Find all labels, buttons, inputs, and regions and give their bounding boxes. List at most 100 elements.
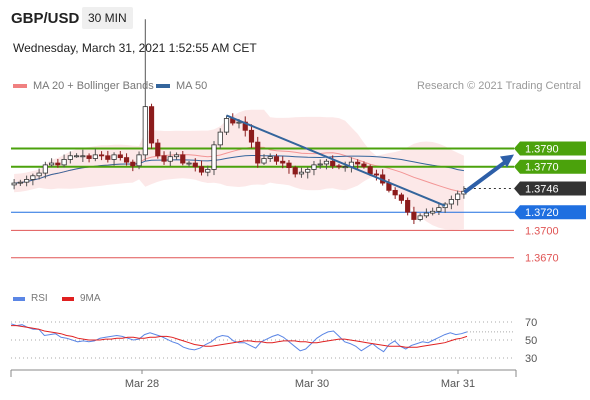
candle-body — [148, 106, 155, 144]
legend-9ma: 9MA — [62, 293, 101, 304]
candle-body — [423, 212, 429, 217]
candle-body — [61, 159, 67, 166]
symbol-title: GBP/USD — [11, 10, 80, 27]
candle-body — [111, 154, 117, 160]
candle-body — [417, 215, 423, 220]
candle-body — [242, 121, 248, 131]
candle-body — [67, 155, 73, 160]
candle-body — [261, 158, 267, 164]
ma50-swatch — [156, 84, 170, 88]
candle-body — [186, 162, 192, 165]
rsi-level-label-2: 30 — [525, 353, 537, 365]
candle-body — [455, 193, 461, 200]
candle-body — [317, 163, 323, 166]
interval-badge[interactable]: 30 MIN — [82, 7, 133, 29]
candle-body — [330, 160, 336, 167]
timestamp: Wednesday, March 31, 2021 1:52:55 AM CET — [13, 41, 257, 55]
candle-body — [280, 160, 286, 164]
candle-body — [342, 166, 348, 169]
bollinger-label: MA 20 + Bollinger Bands — [33, 80, 154, 92]
candle-body — [286, 162, 292, 169]
candle-body — [217, 131, 223, 146]
candle-body — [167, 156, 173, 162]
candle-body — [130, 161, 136, 167]
candle-body — [92, 154, 98, 159]
candle-body — [205, 169, 211, 173]
candle-body — [17, 181, 23, 184]
candle-body — [98, 154, 105, 157]
x-tick-label-0: Mar 28 — [125, 378, 159, 390]
price-tag-2 — [514, 181, 586, 196]
candle-body — [55, 162, 61, 166]
price-tag-label-0: 1.3790 — [525, 144, 559, 156]
candle-body — [392, 189, 398, 196]
candle-body — [30, 175, 36, 180]
legend-bollinger: MA 20 + Bollinger Bands — [13, 80, 154, 92]
candle-body — [398, 194, 404, 201]
bollinger-band-area — [14, 109, 464, 230]
forecast-arrow-shaft — [463, 159, 508, 194]
candle-body — [123, 157, 130, 163]
candle-body — [361, 163, 367, 168]
candle-body — [255, 141, 261, 164]
candle-body — [105, 155, 111, 160]
candle-body — [42, 164, 48, 174]
price-tag-3 — [514, 205, 586, 220]
candle-body — [155, 142, 161, 157]
candle-body — [305, 169, 311, 173]
candle-body — [86, 155, 92, 159]
candle-body — [248, 129, 255, 143]
candle-body — [405, 199, 411, 213]
price-tag-1 — [514, 159, 586, 174]
candle-body — [448, 199, 454, 205]
candle-body — [36, 172, 42, 177]
candle-body — [336, 165, 342, 168]
price-tag-label-3: 1.3720 — [525, 207, 559, 219]
candle-body — [80, 155, 86, 158]
candle-body — [436, 207, 442, 212]
rsi-level-label-0: 70 — [525, 317, 537, 329]
ma50-label: MA 50 — [176, 80, 208, 92]
bollinger-swatch — [13, 84, 27, 88]
price-label-5: 1.3670 — [525, 253, 559, 265]
rsi-ma-line — [11, 325, 468, 348]
x-tick-label-2: Mar 31 — [441, 378, 475, 390]
candle-body — [11, 182, 17, 186]
candle-body — [323, 160, 330, 165]
candle-body — [298, 171, 305, 175]
candle-body — [411, 211, 417, 220]
candle-body — [24, 179, 30, 183]
ma9-swatch — [62, 296, 74, 301]
rsi-label: RSI — [31, 293, 48, 304]
candle-body — [430, 210, 436, 214]
candle-body — [223, 118, 230, 133]
legend-ma50: MA 50 — [156, 80, 207, 92]
candle-body — [117, 154, 123, 158]
candle-body — [49, 162, 55, 166]
research-credit: Research © 2021 Trading Central — [416, 80, 581, 92]
price-tag-label-2: 1.3746 — [525, 184, 559, 196]
candle-body — [355, 161, 361, 165]
rsi-swatch — [13, 296, 25, 301]
candle-body — [292, 167, 298, 175]
forecast-arrow-head — [500, 154, 514, 168]
candle-body — [367, 166, 373, 175]
legend-rsi: RSI — [13, 293, 48, 304]
rsi-line — [10, 323, 468, 353]
rsi-level-label-1: 50 — [525, 335, 537, 347]
ma9-label: 9MA — [80, 293, 101, 304]
price-tag-label-1: 1.3770 — [525, 162, 559, 174]
candle-body — [180, 154, 186, 164]
price-label-4: 1.3700 — [525, 225, 559, 237]
candle-body — [74, 155, 80, 158]
candle-body — [198, 166, 205, 173]
candle-body — [142, 106, 148, 156]
candle-body — [173, 154, 180, 158]
candle-body — [373, 173, 380, 176]
candle-body — [273, 156, 280, 162]
price-tag-0 — [514, 141, 586, 156]
candle-body — [267, 156, 273, 159]
x-tick-label-1: Mar 30 — [295, 378, 329, 390]
candle-body — [136, 154, 142, 167]
